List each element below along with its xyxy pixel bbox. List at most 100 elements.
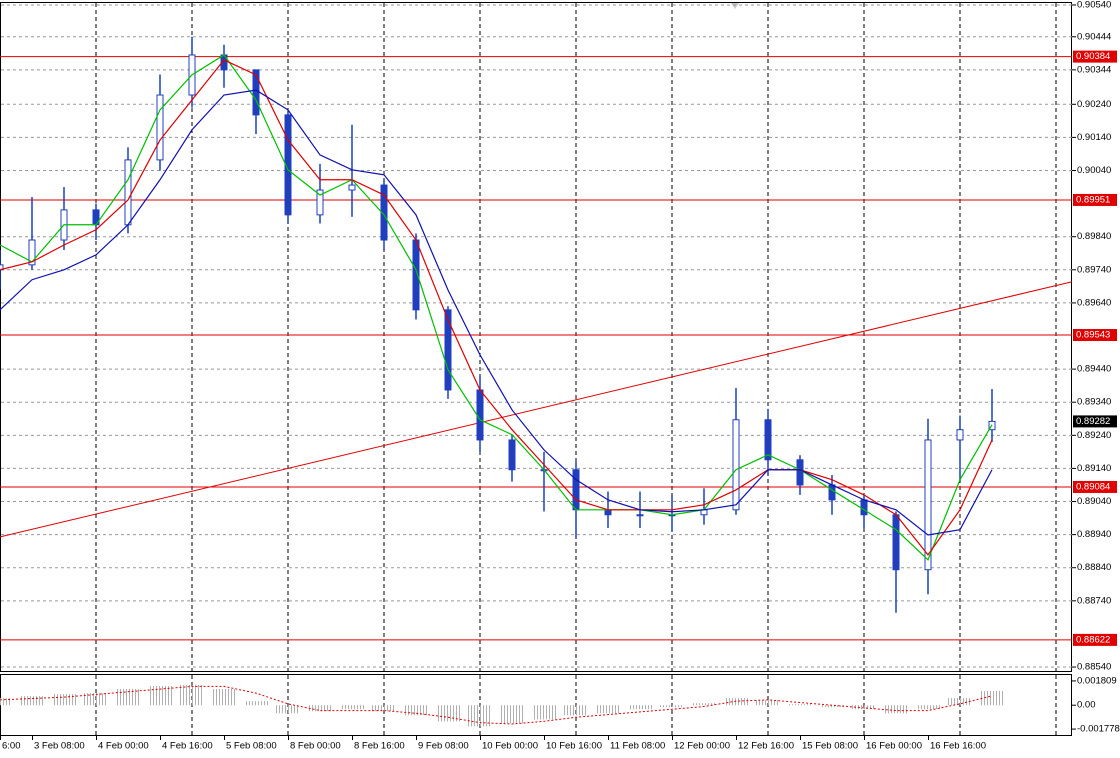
oscillator-bar (212, 688, 236, 706)
x-tick-label: 6:00 (2, 741, 21, 752)
oscillator-bar (884, 705, 908, 714)
oscillator-bar (980, 690, 1004, 706)
oscillator-bar (20, 696, 44, 706)
x-tick-label: 10 Feb 00:00 (482, 741, 538, 752)
y-tick-label: 0.90240 (1077, 99, 1111, 110)
level-label-box (1073, 633, 1117, 646)
oscillator-bar (788, 704, 812, 706)
candle-body (924, 439, 932, 571)
x-tick-label: 8 Feb 16:00 (354, 741, 405, 752)
y-tick-label: 0.89640 (1077, 297, 1111, 308)
x-tick-label: 9 Feb 08:00 (418, 741, 469, 752)
y-tick-label: 0.89840 (1077, 231, 1111, 242)
oscillator-bar (500, 705, 524, 724)
oscillator-bar (244, 701, 268, 706)
y-tick-label: 0.90040 (1077, 165, 1111, 176)
x-tick-label: 10 Feb 16:00 (546, 741, 602, 752)
x-tick-label: 4 Feb 00:00 (98, 741, 149, 752)
y-tick-label: 0.89440 (1077, 364, 1111, 375)
oscillator-bar (916, 705, 940, 710)
candle-body (572, 469, 580, 511)
candle-body (508, 439, 516, 471)
oscillator-bar (756, 700, 780, 706)
x-tick-label: 8 Feb 00:00 (290, 741, 341, 752)
candle-body (380, 184, 388, 241)
y-tick-label: 0.88740 (1077, 595, 1111, 606)
candle-body (604, 509, 612, 516)
candle-body (124, 159, 132, 226)
y-tick-label: 0.89140 (1077, 463, 1111, 474)
moving-average (0, 59, 993, 556)
y-tick-label: 0.89740 (1077, 264, 1111, 275)
candle-body (828, 484, 836, 501)
candle-body (956, 429, 964, 441)
oscillator-bar (948, 698, 972, 706)
x-tick-label: 15 Feb 08:00 (802, 741, 858, 752)
level-label-box (1073, 193, 1117, 206)
candle-body (732, 419, 740, 511)
oscillator-bar (404, 705, 428, 716)
x-tick-label: 16 Feb 00:00 (866, 741, 922, 752)
oscillator-bar (596, 705, 620, 714)
candle-body (796, 459, 804, 486)
x-tick-label: 16 Feb 16:00 (930, 741, 986, 752)
oscillator-bar (628, 705, 652, 710)
y-tick-label: 0.00 (1077, 700, 1096, 711)
candle-body (252, 69, 260, 116)
oscillator-bar (820, 705, 844, 708)
last-price-box (1073, 415, 1117, 428)
y-tick-label: 0.90344 (1077, 64, 1111, 75)
x-tick-label: 12 Feb 16:00 (738, 741, 794, 752)
level-label-box (1073, 329, 1117, 342)
candle-body (444, 309, 452, 391)
oscillator-bar (52, 694, 76, 706)
x-tick-label: 4 Feb 16:00 (162, 741, 213, 752)
oscillator-bar (564, 705, 588, 716)
level-label: 0.89543 (1076, 330, 1110, 341)
trendline (0, 281, 1073, 538)
candle-body (860, 499, 868, 516)
level-label: 0.89084 (1076, 481, 1110, 492)
candle-body (476, 389, 484, 441)
y-tick-label: 0.90140 (1077, 132, 1111, 143)
y-tick-label: 0.001809 (1077, 675, 1117, 686)
x-tick-label: 11 Feb 08:00 (610, 741, 665, 752)
y-tick-label: -0.001778 (1077, 724, 1120, 735)
y-tick-label: 0.89340 (1077, 397, 1111, 408)
oscillator-bar (692, 703, 716, 706)
y-tick-label: 0.88840 (1077, 562, 1111, 573)
oscillator-bar (852, 705, 876, 710)
candle-body (28, 239, 36, 266)
y-tick-label: 0.89040 (1077, 496, 1111, 507)
oscillator-bar (0, 698, 12, 706)
candle-body (348, 184, 356, 191)
candle-body (316, 189, 324, 216)
x-tick-label: 3 Feb 08:00 (34, 741, 85, 752)
candle-body (284, 114, 292, 216)
candle-body (0, 264, 4, 271)
oscillator-bar (148, 686, 172, 706)
oscillator-bar (276, 705, 300, 714)
oscillator-bar (308, 705, 332, 712)
candle-body (892, 514, 900, 571)
last-price-label: 0.89282 (1076, 416, 1110, 427)
oscillator-bar (180, 684, 204, 706)
oscillator-bar (116, 688, 140, 706)
candle-body (636, 514, 644, 517)
level-label: 0.90384 (1076, 51, 1110, 62)
signal-line (0, 685, 993, 725)
main-frame (0, 2, 1072, 672)
level-label: 0.88622 (1076, 634, 1110, 645)
oscillator-bar (532, 705, 556, 720)
oscillator-bar (340, 705, 364, 710)
y-tick-label: 0.90444 (1077, 31, 1111, 42)
oscillator-bar (436, 705, 460, 722)
y-tick-label: 0.90540 (1077, 0, 1111, 10)
oscillator-bar (84, 693, 108, 706)
y-tick-label: 0.88540 (1077, 662, 1111, 673)
oscillator-bar (372, 705, 396, 712)
x-tick-label: 12 Feb 00:00 (674, 741, 730, 752)
y-tick-label: 0.89240 (1077, 430, 1111, 441)
